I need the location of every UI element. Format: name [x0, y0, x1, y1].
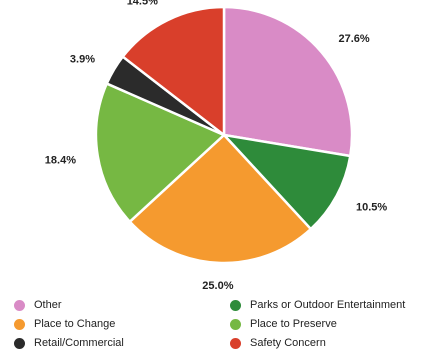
- chart-legend: Other Place to Change Retail/Commercial …: [0, 294, 435, 352]
- legend-label-safety-concern: Safety Concern: [250, 337, 326, 349]
- legend-swatch-place-to-change: [14, 318, 25, 330]
- legend-label-place-to-change: Place to Change: [34, 318, 116, 330]
- pie-label-retail-commercial: 3.9%: [70, 53, 95, 65]
- legend-swatch-parks: [230, 299, 241, 311]
- legend-swatch-retail-commercial: [14, 337, 25, 349]
- pie-label-place-to-change: 25.0%: [202, 280, 233, 292]
- legend-label-retail-commercial: Retail/Commercial: [34, 337, 124, 349]
- legend-swatch-safety-concern: [230, 337, 241, 349]
- legend-swatch-place-to-preserve: [230, 318, 241, 330]
- legend-item-safety-concern: Safety Concern: [230, 334, 326, 352]
- legend-swatch-other: [14, 299, 25, 311]
- pie-slice-safety-concern: [121, 5, 226, 137]
- pie-slice-labels: 27.6% 10.5% 25.0% 18.4% 3.9% 14.5%: [45, 0, 388, 292]
- pie-label-place-to-preserve: 18.4%: [45, 155, 76, 167]
- pie-slice-place-to-preserve: [94, 82, 226, 223]
- pie-slice-parks-or-outdoor-entertainment: [222, 133, 352, 231]
- pie-slice-other: [222, 5, 354, 158]
- legend-label-parks: Parks or Outdoor Entertainment: [250, 299, 406, 311]
- legend-label-other: Other: [34, 299, 62, 311]
- pie-label-other: 27.6%: [339, 33, 370, 45]
- pie-label-safety-concern: 14.5%: [127, 0, 158, 7]
- legend-item-place-to-change: Place to Change: [14, 315, 115, 333]
- legend-item-parks: Parks or Outdoor Entertainment: [230, 296, 405, 314]
- legend-item-place-to-preserve: Place to Preserve: [230, 315, 337, 333]
- legend-item-other: Other: [14, 296, 62, 314]
- legend-item-retail-commercial: Retail/Commercial: [14, 334, 124, 352]
- pie-label-parks-or-outdoor-entertainment: 10.5%: [356, 201, 387, 213]
- pie-slices: [94, 5, 354, 265]
- pie-chart-canvas: 27.6% 10.5% 25.0% 18.4% 3.9% 14.5%: [45, 0, 388, 292]
- pie-slice-place-to-change: [128, 133, 313, 265]
- legend-label-place-to-preserve: Place to Preserve: [250, 318, 337, 330]
